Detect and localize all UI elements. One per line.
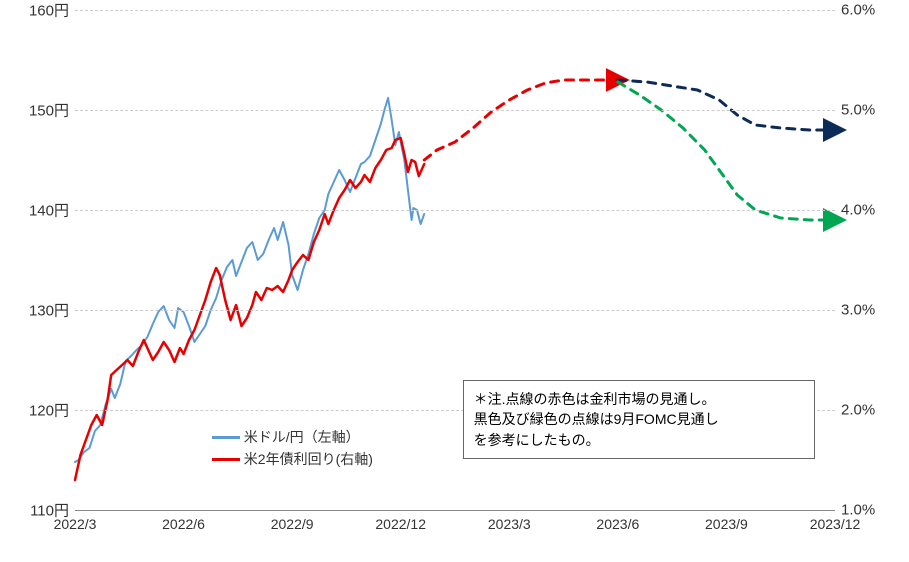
- y-right-tick-label: 4.0%: [841, 202, 875, 219]
- legend-item: 米ドル/円（左軸）: [212, 427, 373, 447]
- x-tick-label: 2022/6: [162, 516, 205, 532]
- y-right-tick-label: 5.0%: [841, 102, 875, 119]
- note-line: 黒色及び緑色の点線は9月FOMC見通し: [474, 409, 804, 429]
- x-tick-label: 2023/6: [596, 516, 639, 532]
- gridline: [75, 210, 835, 211]
- x-tick-label: 2022/9: [271, 516, 314, 532]
- legend: 米ドル/円（左軸）米2年債利回り(右軸): [212, 425, 373, 471]
- y-right-tick-label: 3.0%: [841, 302, 875, 319]
- y-left-tick-label: 130円: [29, 300, 69, 321]
- legend-swatch: [212, 436, 240, 439]
- legend-swatch: [212, 458, 240, 461]
- y-right-tick-label: 6.0%: [841, 2, 875, 19]
- x-tick-label: 2023/3: [488, 516, 531, 532]
- legend-label: 米ドル/円（左軸）: [244, 427, 360, 447]
- projection-proj-market: [424, 80, 618, 160]
- note-line: を参考にしたもの。: [474, 430, 804, 450]
- gridline: [75, 110, 835, 111]
- legend-label: 米2年債利回り(右軸): [244, 449, 373, 469]
- gridline: [75, 310, 835, 311]
- note-line: ＊注.点線の赤色は金利市場の見通し。: [474, 389, 804, 409]
- note-box: ＊注.点線の赤色は金利市場の見通し。黒色及び緑色の点線は9月FOMC見通しを参考…: [463, 380, 815, 459]
- projection-proj-fomc-low: [618, 82, 835, 220]
- y-right-tick-label: 2.0%: [841, 402, 875, 419]
- y-left-tick-label: 160円: [29, 0, 69, 21]
- y-left-tick-label: 120円: [29, 400, 69, 421]
- usdjpy-rates-chart: 110円120円130円140円150円160円1.0%2.0%3.0%4.0%…: [0, 0, 909, 562]
- x-tick-label: 2023/9: [705, 516, 748, 532]
- projection-proj-fomc-high: [618, 80, 835, 130]
- y-left-tick-label: 140円: [29, 200, 69, 221]
- legend-item: 米2年債利回り(右軸): [212, 449, 373, 469]
- plot-area: 110円120円130円140円150円160円1.0%2.0%3.0%4.0%…: [75, 10, 835, 511]
- x-tick-label: 2022/3: [54, 516, 97, 532]
- series-usdjpy: [75, 98, 424, 462]
- x-tick-label: 2022/12: [375, 516, 426, 532]
- gridline: [75, 10, 835, 11]
- x-tick-label: 2023/12: [810, 516, 861, 532]
- y-left-tick-label: 150円: [29, 100, 69, 121]
